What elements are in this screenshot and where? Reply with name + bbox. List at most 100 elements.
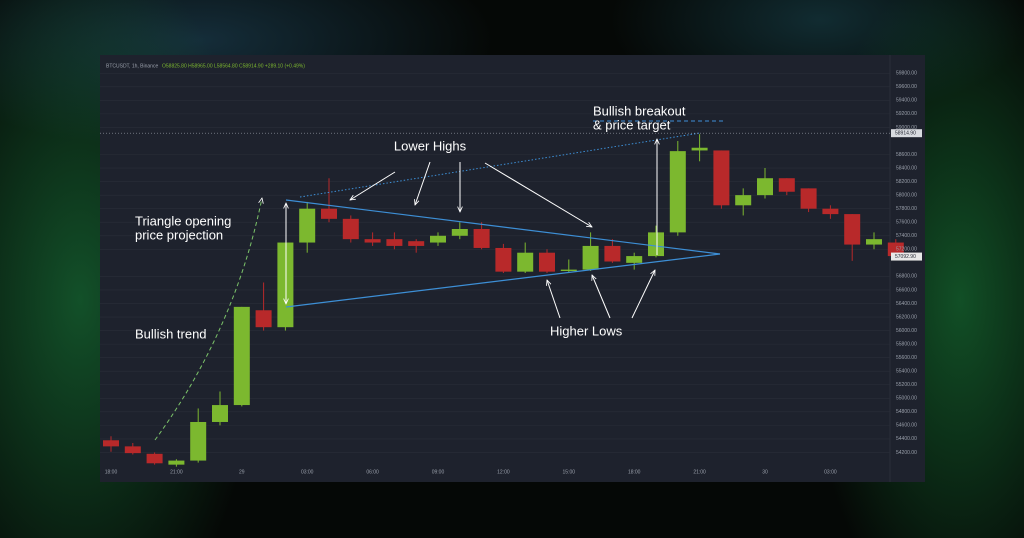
x-tick-label: 03:00 xyxy=(301,469,314,475)
candle-body xyxy=(560,269,577,271)
candle-body xyxy=(757,178,773,196)
price-tag-label: 57092.90 xyxy=(895,254,916,260)
grid xyxy=(100,72,890,453)
candle-body xyxy=(604,245,621,262)
arrow xyxy=(631,270,656,319)
y-tick-label: 59000.00 xyxy=(896,125,917,131)
candle-body xyxy=(844,214,861,245)
candle-body xyxy=(669,151,686,233)
projection-line xyxy=(299,132,701,198)
x-tick-label: 21:00 xyxy=(693,469,706,475)
price-tag xyxy=(891,252,922,261)
price-tag-label: 58914.90 xyxy=(895,131,916,137)
candle-body xyxy=(342,218,359,240)
x-tick-label: 18:00 xyxy=(628,469,641,475)
y-tick-label: 55200.00 xyxy=(896,382,917,388)
y-tick-label: 55600.00 xyxy=(896,355,917,361)
annotation: Bullish trend xyxy=(135,326,207,341)
candle-body xyxy=(146,453,163,464)
x-tick-label: 15:00 xyxy=(563,469,576,475)
candle-body xyxy=(495,247,512,272)
drawings xyxy=(154,120,725,441)
y-tick-label: 57200.00 xyxy=(896,247,917,253)
chart-panel xyxy=(100,55,925,482)
y-tick-label: 57600.00 xyxy=(896,220,917,226)
candles xyxy=(103,134,904,467)
y-tick-label: 57800.00 xyxy=(896,206,917,212)
trend-arrow xyxy=(154,198,262,441)
candle-body xyxy=(822,208,839,215)
x-tick-label: 06:00 xyxy=(366,469,379,475)
y-tick-label: 54400.00 xyxy=(896,436,917,442)
candle-body xyxy=(735,195,752,206)
annotation: Lower Highs xyxy=(394,138,467,153)
candle-body xyxy=(277,242,294,328)
y-tick-label: 59800.00 xyxy=(896,71,917,77)
arrow xyxy=(415,161,431,205)
x-tick-label: 03:00 xyxy=(824,469,837,475)
arrow xyxy=(547,280,561,319)
annotation: Bullish breakout xyxy=(593,103,686,118)
y-tick-label: 56800.00 xyxy=(896,274,917,280)
candle-body xyxy=(364,239,381,243)
y-tick-label: 54600.00 xyxy=(896,423,917,429)
candle-body xyxy=(386,239,403,246)
y-tick-label: 59200.00 xyxy=(896,111,917,117)
y-tick-label: 55000.00 xyxy=(896,396,917,402)
candle-body xyxy=(233,306,250,406)
ohlc-readout: O58825.80 H58965.00 L58564.80 C58914.90 … xyxy=(162,63,305,69)
candle-body xyxy=(648,232,664,257)
candle-body xyxy=(626,256,643,263)
annotation: price projection xyxy=(135,227,223,242)
y-tick-label: 56000.00 xyxy=(896,328,917,334)
candle-body xyxy=(582,245,599,270)
x-tick-label: 30 xyxy=(762,469,768,475)
y-tick-label: 54800.00 xyxy=(896,409,917,415)
candle-body xyxy=(713,150,730,206)
arrow xyxy=(484,162,592,227)
y-tick-label: 55800.00 xyxy=(896,341,917,347)
y-tick-label: 57400.00 xyxy=(896,233,917,239)
candle-body xyxy=(691,147,708,151)
candle-body xyxy=(539,252,555,272)
annotation: Higher Lows xyxy=(550,323,623,338)
candle-body xyxy=(517,252,534,272)
triangle-lower xyxy=(285,253,721,308)
candle-body xyxy=(299,208,316,243)
y-tick-label: 58000.00 xyxy=(896,192,917,198)
candle-body xyxy=(190,421,207,461)
price-tag xyxy=(891,129,922,138)
candle-body xyxy=(473,228,490,248)
candle-body xyxy=(168,460,185,465)
x-tick-label: 09:00 xyxy=(432,469,445,475)
y-tick-label: 54200.00 xyxy=(896,450,917,456)
y-tick-label: 56200.00 xyxy=(896,314,917,320)
candle-body xyxy=(778,178,795,192)
x-tick-label: 21:00 xyxy=(170,469,183,475)
candle-body xyxy=(124,446,141,454)
candle-body xyxy=(212,405,228,422)
x-tick-label: 29 xyxy=(239,469,245,475)
y-tick-label: 55400.00 xyxy=(896,369,917,375)
y-tick-label: 58400.00 xyxy=(896,165,917,171)
y-tick-label: 58200.00 xyxy=(896,179,917,185)
x-tick-label: 12:00 xyxy=(497,469,510,475)
y-tick-label: 58600.00 xyxy=(896,152,917,158)
y-tick-label: 59600.00 xyxy=(896,84,917,90)
candle-body xyxy=(255,310,272,328)
candle-body xyxy=(430,235,446,243)
candle-body xyxy=(103,440,119,447)
y-tick-label: 56400.00 xyxy=(896,301,917,307)
arrow xyxy=(350,171,396,200)
annotation: Triangle opening xyxy=(135,213,231,228)
candle-body xyxy=(800,188,817,209)
x-tick-label: 18:00 xyxy=(105,469,118,475)
candle-body xyxy=(321,208,337,219)
y-tick-label: 59400.00 xyxy=(896,98,917,104)
triangle-upper xyxy=(285,199,721,255)
candle-body xyxy=(451,228,468,236)
candle-body xyxy=(408,241,425,246)
y-tick-label: 56600.00 xyxy=(896,287,917,293)
